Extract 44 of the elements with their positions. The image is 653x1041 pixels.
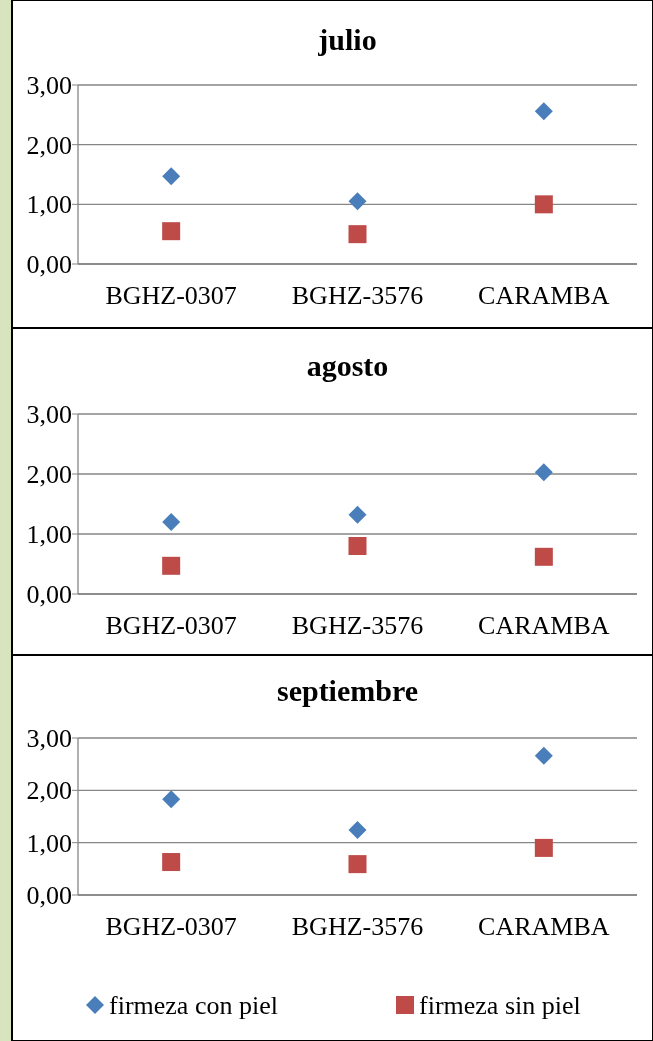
point	[534, 838, 553, 857]
x-tick-label: BGHZ-0307	[105, 281, 237, 310]
point	[348, 821, 367, 840]
y-tick-label: 3,00	[26, 71, 72, 101]
y-tick-label: 1,00	[26, 190, 72, 220]
x-tick-label: CARAMBA	[478, 281, 610, 310]
y-tick-label: 2,00	[26, 130, 72, 160]
x-tick-label: BGHZ-3576	[291, 912, 424, 941]
x-tick-label: CARAMBA	[478, 912, 610, 941]
y-tick-label: 3,00	[26, 400, 72, 430]
x-tick-label: CARAMBA	[478, 611, 610, 640]
y-tick-label: 2,00	[26, 460, 72, 490]
y-tick-label: 0,00	[26, 881, 72, 911]
legend-label: firmeza con piel	[109, 991, 278, 1021]
chart-title: septiembre	[276, 674, 419, 707]
point	[348, 225, 367, 244]
chart-title: agosto	[306, 349, 389, 382]
legend-label: firmeza sin piel	[419, 991, 581, 1021]
chart-title: julio	[317, 23, 377, 56]
x-tick-label: BGHZ-0307	[105, 611, 237, 640]
point	[348, 537, 367, 555]
point	[348, 192, 367, 211]
x-tick-label: BGHZ-3576	[291, 611, 424, 640]
point	[534, 746, 553, 765]
point	[348, 505, 367, 524]
point	[534, 463, 553, 482]
point	[348, 855, 367, 874]
y-tick-label: 2,00	[26, 776, 72, 806]
point	[534, 102, 553, 121]
x-tick-label: BGHZ-0307	[105, 912, 237, 941]
point	[162, 556, 181, 575]
point	[534, 547, 553, 566]
point	[534, 195, 553, 214]
y-tick-label: 1,00	[26, 520, 72, 550]
point	[162, 513, 181, 531]
y-tick-label: 0,00	[26, 250, 72, 280]
point	[162, 790, 181, 809]
y-tick-label: 1,00	[26, 828, 72, 858]
point	[162, 222, 181, 241]
x-tick-label: BGHZ-3576	[291, 281, 424, 310]
point	[162, 167, 181, 186]
y-tick-label: 0,00	[26, 580, 72, 610]
y-tick-label: 3,00	[26, 724, 72, 754]
point	[162, 853, 181, 872]
